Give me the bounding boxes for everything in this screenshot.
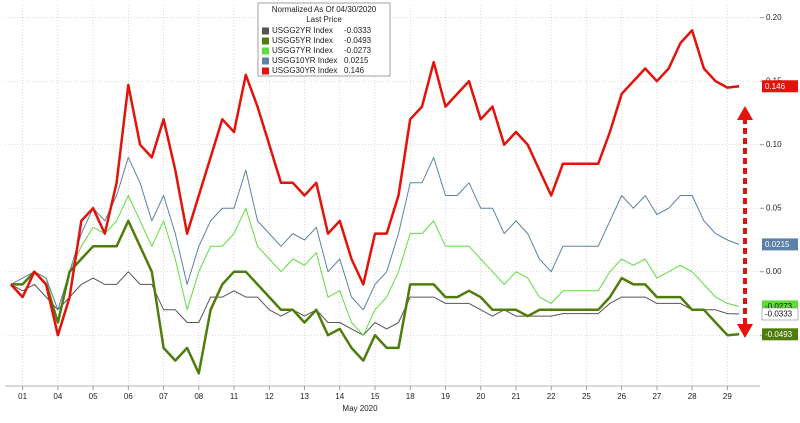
legend-label: USGG2YR Index (272, 26, 333, 35)
x-tick-label: 21 (511, 392, 520, 401)
x-tick-label: 28 (688, 392, 697, 401)
series-line (10, 195, 740, 336)
y-tick-label: 0.10 (766, 140, 782, 149)
x-tick-label: 07 (159, 392, 168, 401)
arrow-annotation (737, 106, 753, 338)
legend-label: USGG30YR Index (272, 66, 337, 75)
x-tick-label: 14 (335, 392, 344, 401)
x-tick-label: 29 (723, 392, 732, 401)
value-tag-label: -0.0273 (765, 302, 793, 311)
x-tick-label: 11 (230, 392, 239, 401)
legend-swatch (262, 67, 269, 75)
value-tag (762, 80, 798, 93)
legend-title: Normalized As Of 04/30/2020 (272, 5, 377, 14)
series-line (10, 219, 740, 375)
legend-value: -0.0493 (344, 36, 372, 45)
value-tag (762, 238, 798, 251)
x-tick-label: 08 (194, 392, 203, 401)
x-tick-label: 20 (476, 392, 485, 401)
x-tick-label: 06 (124, 392, 133, 401)
series-line (9, 29, 740, 337)
legend-value: -0.0333 (344, 26, 372, 35)
value-tag-label: 0.0215 (765, 240, 790, 249)
x-tick-label: 05 (89, 392, 98, 401)
value-tag (762, 328, 798, 341)
legend-subtitle: Last Price (306, 15, 342, 24)
legend-swatch (262, 57, 269, 65)
legend: Normalized As Of 04/30/2020 Last Price U… (257, 2, 391, 77)
value-tag (761, 307, 799, 321)
x-tick-label: 13 (300, 392, 309, 401)
legend-swatch (262, 37, 269, 45)
legend-value: 0.0215 (344, 56, 369, 65)
x-axis-label: May 2020 (342, 404, 378, 413)
y-tick-label: 0.00 (766, 267, 782, 276)
arrow-head (737, 324, 753, 338)
x-tick-label: 18 (406, 392, 415, 401)
legend-box (257, 2, 391, 77)
x-tick-label: 01 (18, 392, 27, 401)
value-tags: -0.0273-0.0333 -0.0493 0.0215 0.146 (761, 80, 799, 341)
arrow-head (737, 106, 753, 120)
plot (9, 29, 740, 375)
legend-label: USGG10YR Index (272, 56, 337, 65)
x-tick-label: 27 (652, 392, 661, 401)
x-tick-label: 26 (617, 392, 626, 401)
y-tick-label: 0.20 (766, 13, 782, 22)
x-tick-label: 19 (441, 392, 450, 401)
legend-value: 0.146 (344, 66, 365, 75)
x-tick-label: 15 (371, 392, 380, 401)
value-tag-label: -0.0493 (765, 330, 793, 339)
legend-label: USGG7YR Index (272, 46, 333, 55)
legend-value: -0.0273 (344, 46, 372, 55)
legend-label: USGG5YR Index (272, 36, 333, 45)
x-tick-label: 22 (547, 392, 556, 401)
legend-swatch (262, 47, 269, 55)
series-line (10, 271, 740, 336)
x-tick-label: 25 (582, 392, 591, 401)
legend-swatch (262, 27, 269, 35)
x-tick-label: 12 (265, 392, 274, 401)
value-tag-label: -0.0333 (765, 310, 793, 319)
series-line (10, 156, 740, 311)
x-tick-label: 04 (53, 392, 62, 401)
value-tag-label: 0.146 (765, 82, 786, 91)
y-tick-label: 0.05 (766, 203, 782, 212)
